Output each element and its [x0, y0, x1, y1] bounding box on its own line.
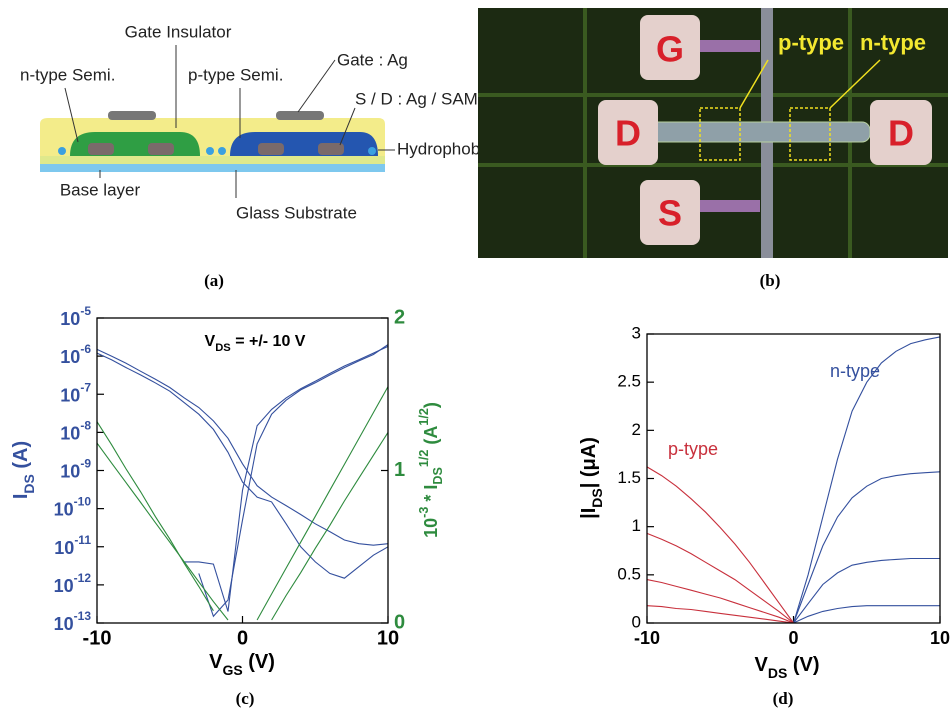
tick-base: 10 — [60, 461, 80, 481]
diagram-label: Glass Substrate — [236, 203, 357, 222]
tick-exponent: -10 — [74, 495, 92, 509]
series-line — [794, 606, 941, 623]
tick-base: 10 — [60, 423, 80, 443]
tick-base: 10 — [54, 614, 74, 634]
tick-exponent: -8 — [80, 419, 91, 433]
x-tick-label: -10 — [634, 628, 660, 648]
x-axis-label: VDS (V) — [754, 654, 819, 680]
x-tick-label: 0 — [788, 628, 798, 648]
x-tick-label: -10 — [83, 627, 112, 649]
series-line — [97, 349, 388, 545]
tick-base: 10 — [60, 309, 80, 329]
y2-axis-label: 10-3 * IDS1/2 (A1/2) — [417, 402, 445, 538]
caption: (c) — [236, 689, 255, 708]
y-axis-label: IDS (A) — [10, 441, 36, 499]
y-tick-label: 10-6 — [60, 342, 91, 367]
y-tick-label: 10-7 — [60, 380, 91, 405]
tick-base: 10 — [54, 499, 74, 519]
plot-frame — [647, 334, 940, 623]
x-tick-label: 0 — [237, 627, 248, 649]
diagram-label: Base layer — [60, 180, 141, 199]
y-tick-label: 10-11 — [54, 533, 91, 558]
series-line — [97, 353, 388, 578]
tick-exponent: -13 — [74, 609, 92, 623]
diagram-label: S / D : Ag / SAM — [355, 89, 478, 108]
figure: Gate Insulator n-type Semi. p-type Semi.… — [0, 0, 952, 716]
y-tick-label: 1 — [632, 516, 641, 535]
tick-exponent: -12 — [74, 571, 92, 585]
tick-exponent: -9 — [80, 457, 91, 471]
y-tick-label: 2 — [632, 420, 641, 439]
y-tick-label: 10-9 — [60, 457, 91, 482]
tick-exponent: -5 — [80, 304, 91, 318]
diagram-label: Gate : Ag — [337, 50, 408, 69]
series-line — [199, 345, 388, 617]
region-label: n-type — [860, 30, 926, 55]
y-tick-label: 10-5 — [60, 304, 91, 329]
series-line — [97, 443, 228, 620]
series-line — [184, 346, 388, 611]
pad-label: G — [656, 29, 684, 70]
annotation: p-type — [668, 439, 718, 459]
series-line — [647, 467, 794, 623]
tick-base: 10 — [60, 347, 80, 367]
annotation: n-type — [830, 361, 880, 381]
tick-exponent: -11 — [74, 533, 91, 547]
region-label: p-type — [778, 30, 844, 55]
x-axis-label: VGS (V) — [209, 651, 275, 677]
y-tick-label: 1.5 — [617, 468, 641, 487]
x-tick-label: 10 — [377, 627, 399, 649]
caption: (a) — [204, 271, 224, 290]
pad-label: S — [658, 193, 682, 234]
diagram-label: p-type Semi. — [188, 65, 283, 84]
caption: (b) — [760, 271, 781, 290]
plot-frame — [97, 318, 388, 623]
tick-base: 10 — [54, 538, 74, 558]
y-tick-label: 0.5 — [617, 564, 641, 583]
series-line — [647, 533, 794, 623]
y-tick-label: 10-10 — [54, 495, 92, 520]
y2-tick-label: 1 — [394, 459, 405, 481]
annotation: VDS = +/- 10 V — [205, 333, 306, 354]
x-tick-label: 10 — [930, 628, 950, 648]
tick-base: 10 — [54, 576, 74, 596]
pad-label: D — [615, 113, 641, 154]
series-line — [647, 580, 794, 623]
series-line — [272, 432, 388, 620]
diagram-label: n-type Semi. — [20, 65, 115, 84]
tick-base: 10 — [60, 385, 80, 405]
pad-label: D — [888, 113, 914, 154]
y2-tick-label: 2 — [394, 306, 405, 328]
series-line — [97, 422, 213, 611]
tick-exponent: -6 — [80, 342, 91, 356]
y-tick-label: 10-8 — [60, 419, 91, 444]
device-photo: G D D S p-type n-type (b) — [478, 8, 948, 290]
y-tick-label: 3 — [632, 323, 641, 342]
device-diagram: Gate Insulator n-type Semi. p-type Semi.… — [20, 22, 535, 289]
y-tick-label: 10-12 — [54, 571, 92, 596]
caption: (d) — [773, 689, 794, 708]
series-line — [257, 387, 388, 620]
diagram-label: Gate Insulator — [125, 22, 232, 41]
page: Gate Insulator n-type Semi. p-type Semi.… — [0, 0, 952, 716]
y-tick-label: 2.5 — [617, 372, 641, 391]
y-axis-label: |IDS| (μA) — [578, 437, 604, 519]
tick-exponent: -7 — [80, 380, 91, 394]
